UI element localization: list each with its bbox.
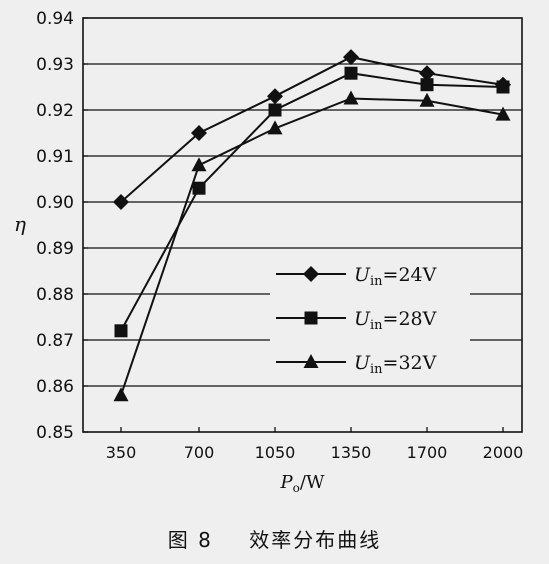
caption-text: 效率分布曲线	[249, 528, 382, 552]
plot-frame	[82, 17, 523, 433]
x-tick-label: 1700	[407, 443, 448, 462]
data-point-triangle	[343, 90, 359, 105]
data-point-diamond	[343, 49, 359, 66]
y-tick-label: 0.87	[36, 331, 74, 351]
y-axis-label: η	[14, 212, 26, 236]
data-point-triangle	[267, 120, 283, 135]
data-point-diamond	[191, 125, 207, 141]
x-tick-label: 2000	[483, 443, 524, 462]
legend-label: Uin=24V	[354, 264, 437, 289]
data-point-triangle	[113, 387, 129, 402]
legend-marker-triangle	[303, 354, 319, 368]
data-point-square	[114, 324, 128, 338]
y-tick-label: 0.88	[36, 285, 74, 305]
x-tick-label: 700	[184, 443, 215, 462]
figure-caption: 图 8 效率分布曲线	[0, 524, 549, 553]
data-point-square	[344, 66, 358, 80]
y-tick-label: 0.86	[36, 377, 74, 397]
x-tick-label: 1050	[255, 443, 296, 462]
y-tick-label: 0.90	[36, 193, 74, 213]
x-tick-label: 350	[106, 443, 137, 462]
series-line-square	[120, 72, 504, 332]
y-tick-label: 0.89	[36, 239, 74, 259]
data-point-square	[268, 103, 282, 117]
legend-label: Uin=32V	[354, 352, 437, 377]
data-point-triangle	[419, 92, 435, 107]
data-point-diamond	[419, 65, 435, 82]
x-tick-label: 1350	[331, 443, 372, 462]
legend-label: Uin=28V	[354, 308, 437, 333]
data-point-square	[192, 181, 206, 195]
legend-marker-diamond	[303, 266, 319, 282]
data-point-diamond	[267, 88, 283, 105]
legend-marker-square	[304, 311, 318, 325]
y-tick-label: 0.94	[36, 9, 74, 29]
x-axis-label: Po/W	[280, 472, 325, 495]
y-tick-label: 0.92	[36, 101, 74, 121]
y-tick-label: 0.85	[36, 423, 74, 443]
y-tick-label: 0.93	[36, 55, 74, 75]
data-point-square	[420, 78, 434, 92]
data-point-triangle	[495, 106, 511, 121]
data-point-diamond	[113, 194, 129, 210]
caption-number: 图 8	[167, 528, 213, 552]
y-tick-label: 0.91	[36, 147, 74, 167]
series-line-triangle	[120, 97, 504, 396]
line-chart: 0.85 0.86 0.87 0.88 0.89 0.90 0.91 0.92 0.93 0.94…	[14, 9, 524, 495]
series-line-diamond	[120, 56, 504, 203]
data-point-triangle	[191, 157, 207, 172]
data-point-square	[496, 80, 510, 94]
